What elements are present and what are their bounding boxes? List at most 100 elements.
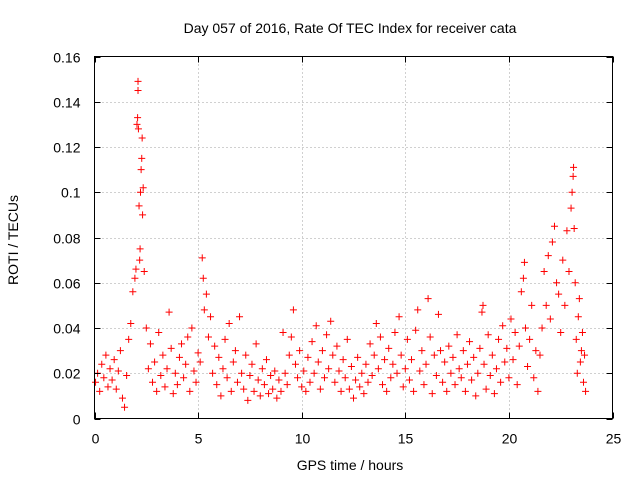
- data-point: [323, 331, 331, 339]
- data-point: [548, 238, 556, 246]
- data-point: [553, 279, 561, 287]
- data-point: [213, 381, 221, 389]
- data-point: [410, 387, 418, 395]
- data-point: [482, 385, 490, 393]
- data-point: [157, 372, 165, 380]
- data-point: [114, 367, 122, 375]
- data-point: [204, 333, 212, 341]
- data-point: [211, 342, 219, 350]
- data-point: [269, 385, 277, 393]
- data-point: [468, 376, 476, 384]
- data-point: [285, 351, 293, 359]
- data-point: [178, 340, 186, 348]
- data-point: [209, 369, 217, 377]
- data-point: [526, 335, 534, 343]
- data-point: [131, 274, 139, 282]
- data-point: [153, 387, 161, 395]
- data-point: [252, 340, 260, 348]
- data-point: [492, 365, 500, 373]
- data-point: [439, 378, 447, 386]
- data-point: [574, 313, 582, 321]
- data-point: [557, 329, 565, 337]
- data-point: [198, 254, 206, 262]
- data-point: [225, 319, 233, 327]
- data-point: [530, 374, 538, 382]
- data-point: [92, 378, 100, 386]
- data-point: [476, 344, 484, 352]
- x-tick-labels: 0 5 10 15 20 25: [92, 431, 622, 447]
- data-point: [505, 374, 513, 382]
- data-point: [265, 390, 273, 398]
- data-point: [461, 387, 469, 395]
- data-point: [370, 351, 378, 359]
- data-point: [144, 365, 152, 373]
- data-point: [223, 374, 231, 382]
- gridlines: [94, 56, 613, 419]
- data-point: [304, 353, 312, 361]
- data-point: [576, 358, 584, 366]
- data-point: [227, 387, 235, 395]
- data-point: [507, 315, 515, 323]
- x-tick-label: 0: [92, 431, 100, 447]
- data-point: [570, 163, 578, 171]
- data-point: [256, 392, 264, 400]
- chart-title: Day 057 of 2016, Rate Of TEC Index for r…: [184, 20, 517, 36]
- data-point: [161, 383, 169, 391]
- data-point: [229, 358, 237, 366]
- data-point: [244, 396, 252, 404]
- data-point: [509, 356, 517, 364]
- data-point: [428, 390, 436, 398]
- data-point: [534, 387, 542, 395]
- x-tick-label: 25: [606, 431, 622, 447]
- data-point: [146, 340, 154, 348]
- data-point: [443, 387, 451, 395]
- data-point: [320, 374, 328, 382]
- x-axis-label: GPS time / hours: [297, 457, 404, 473]
- data-point: [453, 331, 461, 339]
- y-axis-label: ROTI / TECUs: [5, 195, 21, 285]
- data-point: [364, 378, 372, 386]
- data-point: [316, 385, 324, 393]
- data-point: [173, 381, 181, 389]
- data-point: [472, 392, 480, 400]
- data-point: [385, 344, 393, 352]
- data-point: [524, 362, 532, 370]
- data-point: [132, 265, 140, 273]
- data-point: [358, 369, 366, 377]
- data-point: [582, 387, 590, 395]
- data-point: [379, 381, 387, 389]
- data-point: [501, 358, 509, 366]
- data-point: [138, 154, 146, 162]
- data-point: [356, 383, 364, 391]
- data-point: [294, 374, 302, 382]
- data-point: [495, 335, 503, 343]
- data-point: [136, 245, 144, 253]
- data-point: [474, 369, 482, 377]
- data-point: [581, 351, 589, 359]
- data-point: [559, 256, 567, 264]
- y-tick-label: 0.04: [53, 321, 80, 337]
- data-point: [296, 347, 304, 355]
- data-point: [484, 331, 492, 339]
- data-point: [137, 166, 145, 174]
- data-point: [121, 403, 129, 411]
- data-point: [250, 387, 258, 395]
- data-point: [196, 358, 204, 366]
- data-point: [451, 381, 459, 389]
- data-point: [271, 367, 279, 375]
- data-point: [275, 376, 283, 384]
- data-point: [391, 329, 399, 337]
- y-tick-label: 0: [73, 412, 81, 428]
- data-point: [190, 367, 198, 375]
- data-point: [287, 333, 295, 341]
- data-point: [399, 383, 407, 391]
- data-point: [217, 392, 225, 400]
- data-point: [463, 360, 471, 368]
- data-point: [335, 367, 343, 375]
- data-points: [92, 77, 590, 411]
- data-point: [360, 390, 368, 398]
- data-point: [118, 394, 126, 402]
- data-point: [231, 347, 239, 355]
- data-point: [180, 374, 188, 382]
- data-point: [140, 267, 148, 275]
